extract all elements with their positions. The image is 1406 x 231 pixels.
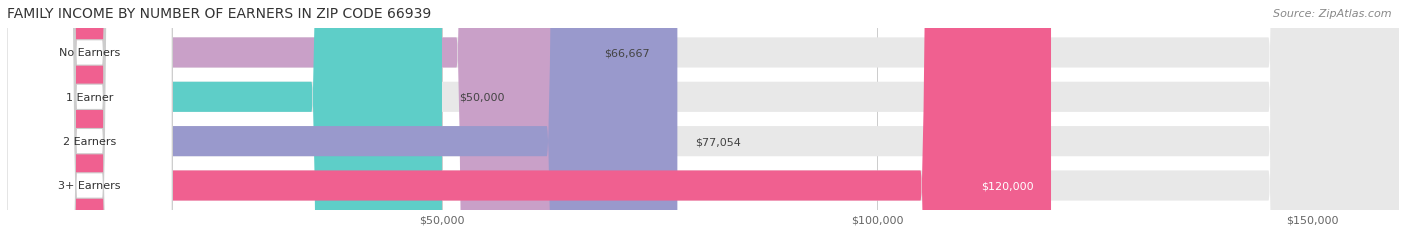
- FancyBboxPatch shape: [7, 0, 1399, 231]
- FancyBboxPatch shape: [7, 0, 1399, 231]
- FancyBboxPatch shape: [7, 0, 586, 231]
- FancyBboxPatch shape: [7, 0, 678, 231]
- Text: 1 Earner: 1 Earner: [66, 92, 114, 102]
- FancyBboxPatch shape: [7, 0, 441, 231]
- FancyBboxPatch shape: [7, 0, 1399, 231]
- Text: FAMILY INCOME BY NUMBER OF EARNERS IN ZIP CODE 66939: FAMILY INCOME BY NUMBER OF EARNERS IN ZI…: [7, 7, 432, 21]
- Text: $50,000: $50,000: [460, 92, 505, 102]
- FancyBboxPatch shape: [7, 0, 173, 231]
- FancyBboxPatch shape: [7, 0, 1399, 231]
- Text: No Earners: No Earners: [59, 48, 121, 58]
- Text: $66,667: $66,667: [605, 48, 650, 58]
- FancyBboxPatch shape: [7, 0, 173, 231]
- Text: 2 Earners: 2 Earners: [63, 137, 117, 146]
- Text: $120,000: $120,000: [981, 181, 1033, 191]
- Text: Source: ZipAtlas.com: Source: ZipAtlas.com: [1274, 9, 1392, 19]
- FancyBboxPatch shape: [7, 0, 1052, 231]
- FancyBboxPatch shape: [7, 0, 173, 231]
- Text: 3+ Earners: 3+ Earners: [59, 181, 121, 191]
- Text: $77,054: $77,054: [695, 137, 741, 146]
- FancyBboxPatch shape: [7, 0, 173, 231]
